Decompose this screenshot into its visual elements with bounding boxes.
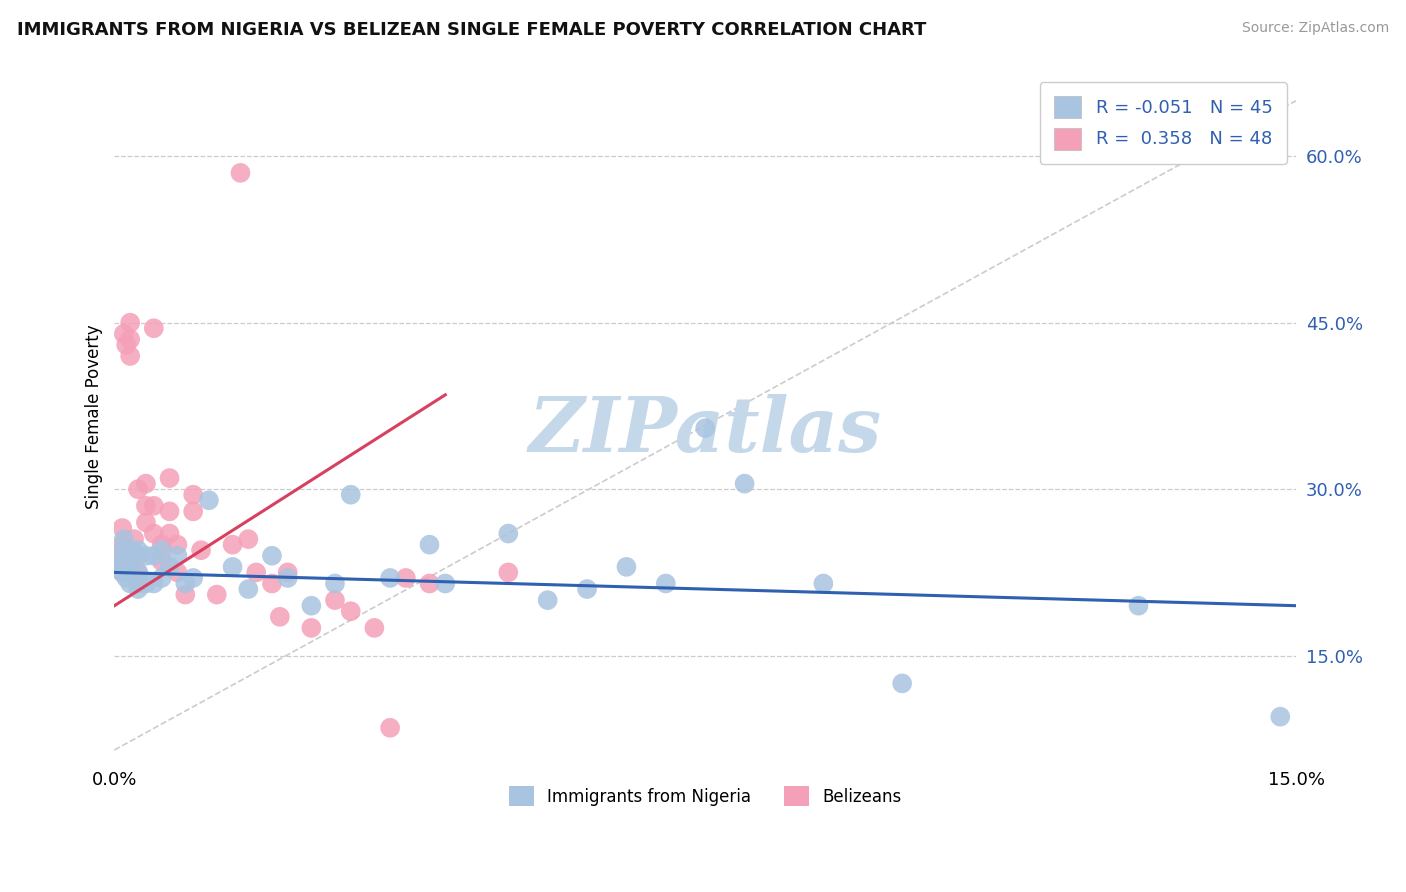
Point [181, 571, 204, 585]
Point [127, 549, 149, 563]
Point [434, 576, 457, 591]
Point [229, 166, 252, 180]
Point [150, 543, 173, 558]
Point [107, 549, 129, 563]
Point [110, 559, 132, 574]
Point [277, 571, 299, 585]
Point [120, 349, 142, 363]
Point [238, 582, 260, 596]
Point [576, 582, 599, 596]
Point [150, 571, 173, 585]
Point [142, 526, 165, 541]
Point [166, 566, 188, 580]
Point [339, 488, 361, 502]
Point [238, 532, 260, 546]
Point [111, 538, 134, 552]
Point [120, 316, 142, 330]
Point [127, 576, 149, 591]
Point [112, 532, 135, 546]
Point [122, 549, 145, 563]
Point [166, 549, 188, 563]
Point [299, 599, 322, 613]
Point [122, 532, 145, 546]
Point [135, 476, 157, 491]
Point [418, 576, 440, 591]
Point [813, 576, 835, 591]
Point [174, 576, 197, 591]
Point [339, 604, 361, 618]
Point [127, 482, 149, 496]
Point [111, 566, 134, 580]
Point [142, 321, 165, 335]
Point [323, 576, 346, 591]
Point [159, 559, 181, 574]
Point [120, 543, 142, 558]
Point [181, 488, 204, 502]
Point [127, 582, 149, 596]
Point [111, 566, 134, 580]
Point [299, 621, 322, 635]
Point [135, 499, 157, 513]
Text: Source: ZipAtlas.com: Source: ZipAtlas.com [1241, 21, 1389, 35]
Point [363, 621, 385, 635]
Point [111, 543, 134, 558]
Point [245, 566, 267, 580]
Point [142, 576, 165, 591]
Point [269, 609, 291, 624]
Point [127, 543, 149, 558]
Point [115, 338, 138, 352]
Point [150, 538, 173, 552]
Point [498, 526, 520, 541]
Point [418, 538, 440, 552]
Point [115, 571, 138, 585]
Point [323, 593, 346, 607]
Legend: Immigrants from Nigeria, Belizeans: Immigrants from Nigeria, Belizeans [501, 778, 910, 814]
Point [150, 554, 173, 568]
Point [120, 559, 142, 574]
Point [1128, 599, 1150, 613]
Point [120, 576, 142, 591]
Point [120, 332, 142, 346]
Point [378, 571, 401, 585]
Point [616, 559, 638, 574]
Point [1270, 709, 1292, 723]
Point [190, 543, 212, 558]
Y-axis label: Single Female Poverty: Single Female Poverty [86, 325, 103, 509]
Point [198, 493, 221, 508]
Point [395, 571, 418, 585]
Point [112, 326, 135, 341]
Point [159, 471, 181, 485]
Point [142, 499, 165, 513]
Point [108, 559, 131, 574]
Point [142, 549, 165, 563]
Point [260, 549, 283, 563]
Point [135, 576, 157, 591]
Point [127, 566, 149, 580]
Point [107, 554, 129, 568]
Point [221, 538, 243, 552]
Point [205, 588, 228, 602]
Text: ZIPatlas: ZIPatlas [529, 393, 882, 467]
Point [260, 576, 283, 591]
Point [221, 559, 243, 574]
Point [135, 516, 157, 530]
Point [695, 421, 717, 435]
Point [378, 721, 401, 735]
Point [127, 566, 149, 580]
Point [891, 676, 914, 690]
Point [655, 576, 678, 591]
Point [181, 504, 204, 518]
Point [174, 588, 197, 602]
Point [277, 566, 299, 580]
Point [537, 593, 560, 607]
Point [159, 526, 181, 541]
Point [498, 566, 520, 580]
Text: IMMIGRANTS FROM NIGERIA VS BELIZEAN SINGLE FEMALE POVERTY CORRELATION CHART: IMMIGRANTS FROM NIGERIA VS BELIZEAN SING… [17, 21, 927, 38]
Point [111, 521, 134, 535]
Point [135, 549, 157, 563]
Point [734, 476, 756, 491]
Point [159, 504, 181, 518]
Point [166, 538, 188, 552]
